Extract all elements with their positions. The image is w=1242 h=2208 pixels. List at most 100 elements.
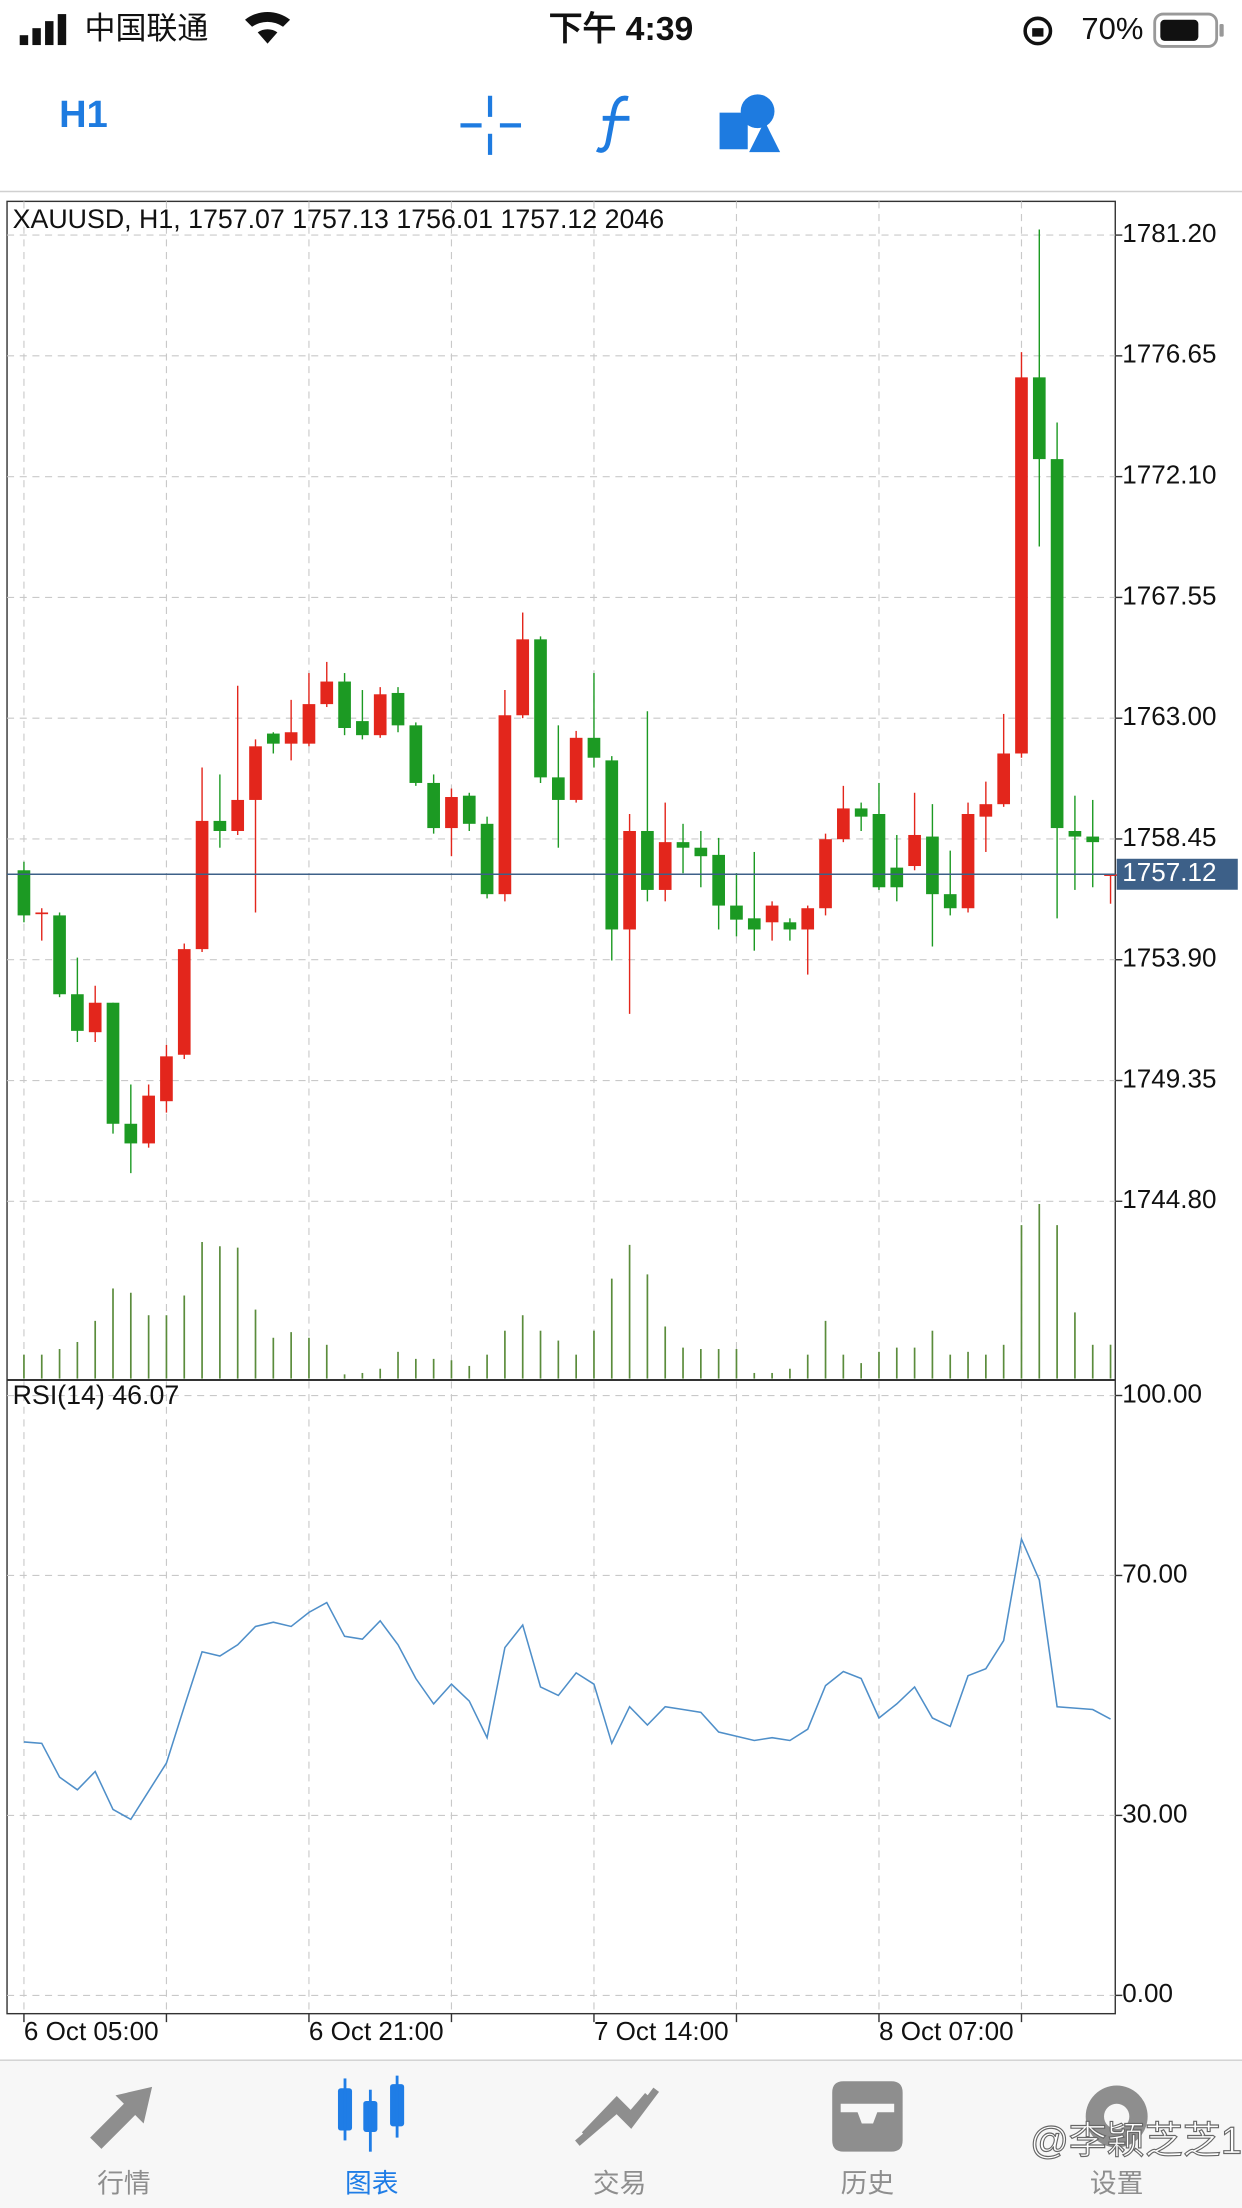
candle-body: [35, 912, 49, 915]
candle-body: [837, 808, 850, 840]
y-tick-label: 1749.35: [1122, 1063, 1216, 1093]
candle-body: [552, 777, 565, 800]
candle-body: [997, 753, 1011, 805]
toolbar: H1: [0, 94, 1242, 193]
tab-label[interactable]: 历史: [841, 2169, 895, 2199]
tab-label[interactable]: 交易: [593, 2169, 647, 2199]
candle-body: [641, 830, 654, 890]
candle-body: [1068, 830, 1082, 837]
signal-bar: [32, 28, 41, 46]
candle-body: [569, 737, 583, 800]
candle-body: [926, 836, 939, 895]
battery-tip: [1219, 23, 1224, 37]
chart-frame: [6, 200, 1116, 2015]
candle-body: [320, 681, 334, 705]
x-tick-label: 8 Oct 07:00: [879, 2016, 1014, 2046]
candle-body: [534, 639, 547, 778]
tab-bar: [0, 2059, 1242, 2208]
x-tick-label: 7 Oct 14:00: [594, 2016, 729, 2046]
tab-label[interactable]: 行情: [97, 2169, 151, 2199]
candle-body: [1032, 377, 1046, 460]
y-tick-label: 1753.90: [1122, 943, 1216, 973]
candle-body: [160, 1056, 173, 1102]
y-tick-label: 30.00: [1122, 1798, 1187, 1828]
candle-body: [53, 915, 66, 995]
timeframe-button[interactable]: H1: [59, 94, 108, 136]
candle-body: [195, 820, 209, 950]
wifi-icon: [245, 11, 291, 44]
objects-button[interactable]: [719, 94, 781, 153]
current-price-tag: [1116, 858, 1238, 890]
battery-percent: 70%: [1081, 11, 1143, 46]
y-tick-label: 0.00: [1122, 1978, 1173, 2008]
candle-body: [231, 799, 245, 831]
candle-body: [409, 725, 423, 783]
status-bar: 中国联通 下午 4:39 70%: [19, 10, 1224, 48]
candle-body: [783, 922, 797, 930]
candle-body: [373, 694, 387, 736]
candle-body: [106, 1002, 120, 1124]
candle-body: [801, 908, 815, 930]
candle-body: [391, 692, 405, 726]
y-tick-label: 1763.00: [1122, 701, 1216, 731]
candle-body: [445, 797, 458, 829]
trade-icon: [575, 2087, 660, 2146]
candle-body: [676, 842, 690, 848]
candle-body: [943, 894, 957, 909]
indicator-title: RSI(14) 46.07: [13, 1380, 180, 1410]
carrier: 中国联通: [84, 11, 208, 46]
candle-body: [284, 732, 298, 744]
quotes-icon: [90, 2086, 153, 2149]
settings-icon-hole: [1104, 2103, 1130, 2130]
candle-body: [1050, 459, 1064, 829]
tab-label[interactable]: 设置: [1090, 2169, 1144, 2199]
candle-body: [356, 721, 369, 736]
candle-body: [854, 808, 868, 817]
y-tick-label: 70.00: [1122, 1558, 1187, 1588]
candle-body: [249, 746, 262, 800]
candle-body: [658, 842, 672, 890]
candle-body: [462, 795, 476, 824]
candle-body: [908, 834, 921, 867]
candle-body: [730, 905, 743, 920]
candle-body: [587, 737, 601, 758]
candle-body: [872, 814, 886, 888]
candle-body: [302, 704, 316, 744]
signal-bar: [57, 14, 67, 46]
candle-body: [623, 830, 636, 930]
y-tick-label: 1776.65: [1122, 339, 1216, 369]
indicators-button[interactable]: [595, 95, 630, 153]
y-tick-label: 1781.20: [1122, 218, 1216, 248]
signal-bar: [45, 21, 54, 46]
candle-body: [88, 1002, 102, 1033]
watermark: @李颖芝芝1: [1030, 2120, 1242, 2162]
candle-body: [1086, 836, 1100, 843]
clock: 下午 4:39: [549, 10, 694, 48]
crosshair-button[interactable]: [460, 95, 522, 155]
candle-body: [961, 814, 975, 909]
history-icon: [832, 2081, 903, 2152]
candle-body: [747, 918, 761, 930]
tab-bar-background: [0, 2060, 1242, 2208]
candle-body: [694, 847, 708, 857]
candle-body: [427, 782, 440, 829]
candle-body: [71, 994, 84, 1031]
signal-bar: [19, 35, 29, 46]
candle-body: [142, 1095, 155, 1144]
chart: 6 Oct 05:00 6 Oct 21:00 7 Oct 14:00 8 Oct 0…: [6, 200, 1238, 2046]
candle-body: [498, 715, 512, 895]
candle-body: [1104, 874, 1117, 876]
candle-body: [213, 820, 227, 831]
tab-label[interactable]: 图表: [345, 2169, 399, 2199]
y-tick-label: 1772.10: [1122, 460, 1216, 490]
y-tick-label: 100.00: [1122, 1378, 1202, 1408]
candle-body: [605, 760, 619, 930]
x-tick-label: 6 Oct 21:00: [309, 2016, 444, 2046]
battery-icon: [1153, 12, 1219, 48]
y-tick-label: 1767.55: [1122, 580, 1216, 610]
current-price-label: 1757.12: [1122, 857, 1216, 887]
